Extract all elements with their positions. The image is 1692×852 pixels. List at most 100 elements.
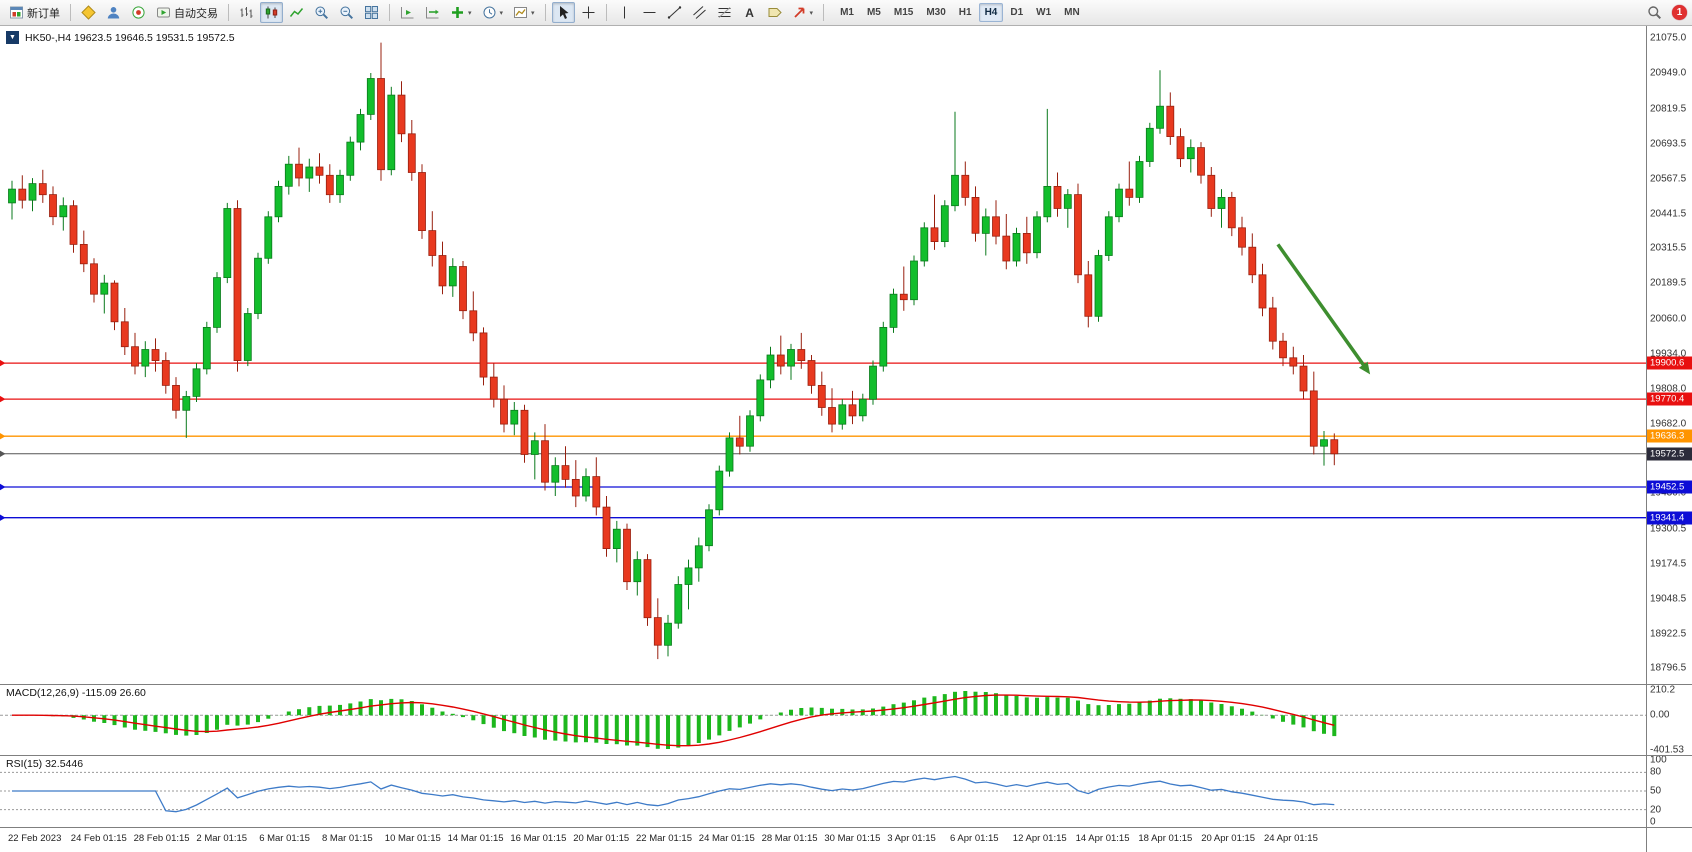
label-tool-button[interactable] xyxy=(763,2,786,23)
price-tick-label: 20567.5 xyxy=(1650,173,1687,185)
fibonacci-tool-button[interactable] xyxy=(713,2,736,23)
time-axis-label: 30 Mar 01:15 xyxy=(824,833,881,844)
candle-body xyxy=(469,310,478,334)
price-line-tag[interactable]: 19770.4 xyxy=(1647,392,1692,406)
candle-body xyxy=(1135,161,1144,198)
candle-body xyxy=(828,407,836,425)
macd-scale-min-label: -401.53 xyxy=(1650,744,1684,756)
candle-body xyxy=(161,360,170,386)
metaeditor-button[interactable] xyxy=(77,2,100,23)
candlestick-chart-button[interactable] xyxy=(260,2,283,23)
rsi-scale-label: 100 xyxy=(1650,754,1667,766)
candle-body xyxy=(766,354,775,381)
zoom-in-button[interactable] xyxy=(310,2,333,23)
price-tick-label: 19682.0 xyxy=(1650,418,1687,430)
candle-body xyxy=(202,326,211,370)
auto-trading-icon xyxy=(157,7,170,18)
timeframe-d1[interactable]: D1 xyxy=(1010,7,1024,18)
line-chart-button[interactable] xyxy=(285,2,308,23)
timeframe-mn[interactable]: MN xyxy=(1064,7,1080,18)
trend-annotation-arrowhead[interactable] xyxy=(1358,361,1371,375)
text-label-icon xyxy=(768,8,782,17)
toolbar-separator xyxy=(70,4,71,21)
new-order-button[interactable]: 新订单 xyxy=(5,2,64,23)
cursor-tool-button[interactable] xyxy=(551,2,575,23)
price-tick-label: 19300.5 xyxy=(1650,523,1687,535)
arrows-tool-button[interactable]: ▾ xyxy=(788,2,818,23)
candle-body xyxy=(479,332,488,378)
pane-separator[interactable] xyxy=(0,684,1692,685)
price-tick-label: 20189.5 xyxy=(1650,277,1687,289)
candle-body xyxy=(1115,188,1123,218)
candle-body xyxy=(90,263,98,295)
candle-body xyxy=(1176,136,1185,160)
zoom-out-button[interactable] xyxy=(335,2,358,23)
clock-icon xyxy=(483,6,496,19)
periods-button[interactable]: ▾ xyxy=(478,2,508,23)
notification-badge[interactable]: 1 xyxy=(1672,5,1687,20)
trendline-tool-button[interactable] xyxy=(663,2,686,23)
chart-shift-button[interactable] xyxy=(421,2,444,23)
time-axis[interactable]: 22 Feb 2023 24 Feb 01:15 28 Feb 01:15 2 Mar… xyxy=(0,828,1646,852)
trend-annotation-arrow[interactable] xyxy=(1276,243,1367,369)
timeframe-w1[interactable]: W1 xyxy=(1036,7,1052,18)
bar-chart-button[interactable] xyxy=(235,2,258,23)
alerts-button[interactable] xyxy=(127,2,150,23)
candle-body xyxy=(951,174,959,207)
toolbar-separator xyxy=(823,4,825,21)
pane-separator xyxy=(0,827,1692,828)
candle-body xyxy=(582,476,590,497)
timeframe-m30[interactable]: M30 xyxy=(926,7,946,18)
timeframe-m15[interactable]: M15 xyxy=(893,7,914,18)
candle-body xyxy=(541,440,549,483)
price-scale[interactable]: 21075.0 20949.0 20819.5 20693.5 20567.5 20441… xyxy=(1646,26,1692,852)
candle-body xyxy=(1166,105,1175,137)
svg-text:A: A xyxy=(745,6,754,20)
candle-body xyxy=(746,415,754,447)
channel-tool-button[interactable] xyxy=(688,2,711,23)
line-left-marker xyxy=(0,395,6,403)
search-button[interactable] xyxy=(1643,2,1666,23)
crosshair-tool-button[interactable] xyxy=(577,2,600,23)
auto-trading-button[interactable]: 自动交易 xyxy=(152,2,222,23)
text-tool-button[interactable]: A xyxy=(738,2,761,23)
candle-body xyxy=(1104,216,1113,256)
chart-collapse-button[interactable]: ▼ xyxy=(6,31,19,44)
timeframe-h1[interactable]: H1 xyxy=(958,7,972,18)
candle-body xyxy=(981,216,990,234)
candle-body xyxy=(418,172,426,231)
dropdown-caret-icon: ▾ xyxy=(809,9,814,17)
line-left-marker xyxy=(0,433,6,440)
timeframe-h4[interactable]: H4 xyxy=(978,3,1004,22)
pane-separator[interactable] xyxy=(0,755,1692,756)
candle-body xyxy=(1268,307,1277,342)
tile-windows-button[interactable] xyxy=(360,2,383,23)
candle-body xyxy=(561,465,570,480)
candle-body xyxy=(59,205,68,218)
price-tick-label: 21075.0 xyxy=(1650,32,1687,44)
auto-scroll-button[interactable] xyxy=(396,2,419,23)
timeframe-group: M1 M5 M15 M30 H1 H4 D1 W1 MN xyxy=(834,3,1086,22)
price-line-tag[interactable]: 19636.3 xyxy=(1647,429,1692,443)
community-button[interactable] xyxy=(102,2,125,23)
indicators-button[interactable]: ▾ xyxy=(446,2,476,23)
macd-pane xyxy=(0,691,1646,749)
vertical-line-icon xyxy=(623,6,625,19)
price-line-tag[interactable]: 19452.5 xyxy=(1647,480,1692,494)
templates-button[interactable]: ▾ xyxy=(509,2,539,23)
horizontal-line-tool-button[interactable] xyxy=(638,2,661,23)
rsi-scale-label: 20 xyxy=(1650,804,1662,816)
price-chart-canvas[interactable] xyxy=(0,26,1646,828)
candle-body xyxy=(1002,235,1011,262)
price-line-tag[interactable]: 19341.4 xyxy=(1647,511,1692,525)
candle-body xyxy=(653,617,662,646)
timeframe-m5[interactable]: M5 xyxy=(866,7,881,18)
price-line-tag[interactable]: 19572.5 xyxy=(1647,447,1692,461)
candle-body xyxy=(1330,439,1339,455)
candle-body xyxy=(520,409,529,455)
timeframe-m1[interactable]: M1 xyxy=(840,7,854,18)
price-line-tag[interactable]: 19900.6 xyxy=(1647,356,1692,370)
time-axis-label: 14 Apr 01:15 xyxy=(1075,833,1130,844)
macd-signal-line xyxy=(12,694,1335,747)
vertical-line-tool-button[interactable] xyxy=(613,2,636,23)
